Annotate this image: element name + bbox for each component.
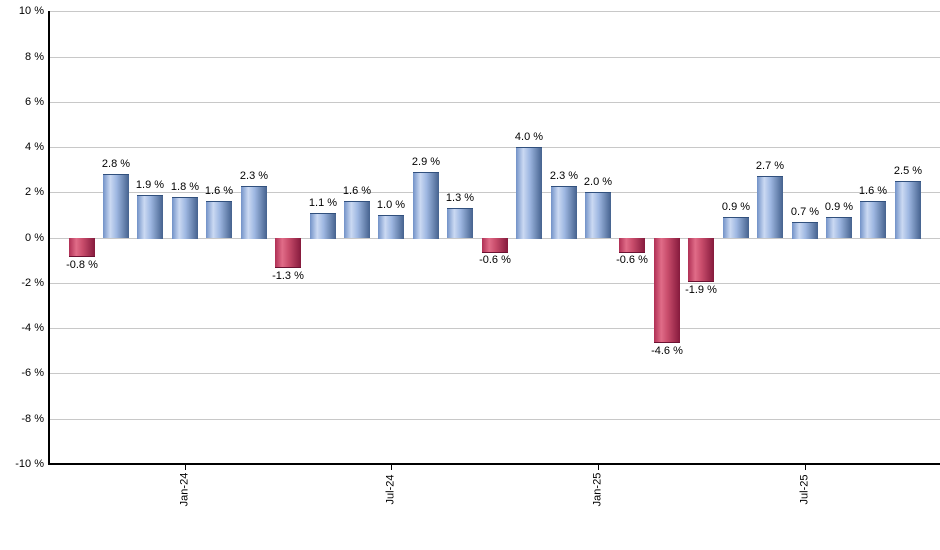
grid-line (50, 419, 940, 420)
x-axis-tick-label: Jul-24 (384, 474, 397, 505)
bar (585, 192, 611, 238)
bar (792, 222, 818, 239)
bar (654, 238, 680, 343)
bar (757, 176, 783, 238)
bar-value-label: 4.0 % (514, 131, 544, 143)
bar-value-label: -1.3 % (272, 270, 304, 282)
x-axis-tick (598, 465, 599, 470)
y-axis-tick-label: 10 % (18, 5, 44, 17)
grid-line (50, 328, 940, 329)
bar (172, 197, 198, 239)
bar-value-label: 1.6 % (204, 185, 234, 197)
x-axis-tick (185, 465, 186, 470)
bar-value-label: 0.9 % (721, 201, 751, 213)
bar-value-label: 0.7 % (790, 206, 820, 218)
grid-line (50, 102, 940, 103)
x-axis-line (48, 463, 940, 465)
bar-value-label: 1.0 % (376, 199, 406, 211)
bar-value-label: 2.5 % (893, 165, 923, 177)
x-axis-tick-label: Jan-25 (591, 472, 604, 507)
bar-value-label: -1.9 % (685, 284, 717, 296)
bar-value-label: 1.9 % (135, 179, 165, 191)
bar-value-label: 1.3 % (445, 192, 475, 204)
bar (895, 181, 921, 239)
bar (275, 238, 301, 268)
y-axis-line (48, 11, 50, 465)
bar (344, 201, 370, 238)
bar-value-label: -0.6 % (616, 254, 648, 266)
grid-line (50, 192, 940, 193)
bar-value-label: 2.9 % (411, 156, 441, 168)
bar (723, 217, 749, 238)
bar-value-label: 1.6 % (858, 185, 888, 197)
bar-value-label: 1.8 % (170, 181, 200, 193)
y-axis-tick-label: -10 % (15, 458, 44, 470)
bar-value-label: 2.7 % (755, 160, 785, 172)
bar-value-label: -0.8 % (66, 259, 98, 271)
bar (860, 201, 886, 238)
y-axis-tick-label: 4 % (25, 141, 44, 153)
bar (826, 217, 852, 238)
bar (413, 172, 439, 239)
bar-value-label: 2.3 % (239, 170, 269, 182)
grid-line (50, 57, 940, 58)
x-axis-tick (805, 465, 806, 470)
bar-value-label: 1.1 % (308, 197, 338, 209)
bar (310, 213, 336, 239)
grid-line (50, 147, 940, 148)
bar-value-label: 2.3 % (549, 170, 579, 182)
y-axis-tick-label: -8 % (21, 413, 44, 425)
x-axis-tick-label: Jan-24 (178, 472, 191, 507)
bar (447, 208, 473, 238)
y-axis-tick-label: -2 % (21, 277, 44, 289)
grid-line (50, 283, 940, 284)
y-axis-tick-label: 2 % (25, 186, 44, 198)
bar (69, 238, 95, 257)
y-axis-tick-label: 6 % (25, 96, 44, 108)
bar (378, 215, 404, 239)
bar (206, 201, 232, 238)
bar (482, 238, 508, 253)
bar (103, 174, 129, 238)
grid-line (50, 11, 940, 12)
bar-value-label: -0.6 % (479, 254, 511, 266)
bar (516, 147, 542, 239)
y-axis-tick-label: -6 % (21, 367, 44, 379)
bar-value-label: 2.8 % (101, 158, 131, 170)
bar-value-label: -4.6 % (651, 345, 683, 357)
x-axis-tick-label: Jul-25 (798, 474, 811, 505)
y-axis-tick-label: -4 % (21, 322, 44, 334)
bar-value-label: 2.0 % (583, 176, 613, 188)
bar-value-label: 1.6 % (342, 185, 372, 197)
bar-value-label: 0.9 % (824, 201, 854, 213)
bar (241, 186, 267, 239)
bar (688, 238, 714, 282)
bar (619, 238, 645, 253)
y-axis-tick-label: 0 % (25, 232, 44, 244)
grid-line (50, 373, 940, 374)
y-axis-tick-label: 8 % (25, 51, 44, 63)
x-axis-tick (391, 465, 392, 470)
bar (551, 186, 577, 239)
bar (137, 195, 163, 239)
